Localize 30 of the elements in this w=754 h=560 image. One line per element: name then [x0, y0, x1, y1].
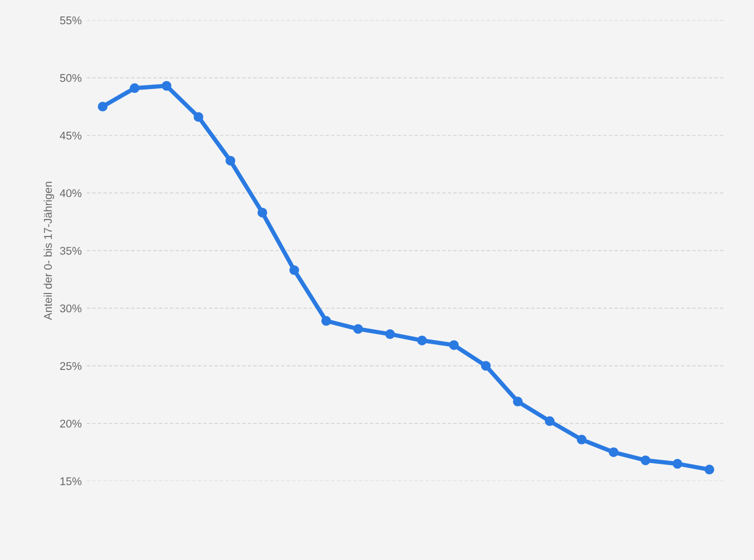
y-tick-label: 35% [60, 246, 82, 255]
point [512, 396, 523, 406]
y-axis-title: Anteil der 0- bis 17-Jährigen [44, 182, 54, 320]
point [257, 208, 268, 218]
point [672, 458, 682, 469]
point [704, 464, 714, 474]
point [449, 340, 459, 350]
point [162, 80, 172, 91]
y-tick-label: 15% [60, 477, 82, 486]
point [608, 447, 618, 458]
point [385, 329, 395, 339]
y-tick-label: 50% [60, 74, 82, 82]
point [130, 83, 140, 93]
point [576, 434, 587, 444]
y-tick-label: 30% [60, 304, 82, 312]
point [226, 156, 236, 166]
point [289, 265, 300, 276]
y-tick-label: 20% [60, 420, 82, 428]
point [98, 102, 108, 112]
y-tick-label: 45% [60, 132, 82, 140]
y-tick-label: 55% [60, 16, 82, 24]
point [544, 416, 555, 426]
point [417, 336, 427, 346]
point [353, 324, 363, 334]
point [321, 316, 332, 326]
point [640, 455, 650, 466]
y-tick-label: 25% [60, 362, 82, 370]
y-tick-label: 40% [60, 189, 82, 198]
point [480, 360, 491, 371]
point [194, 112, 204, 122]
